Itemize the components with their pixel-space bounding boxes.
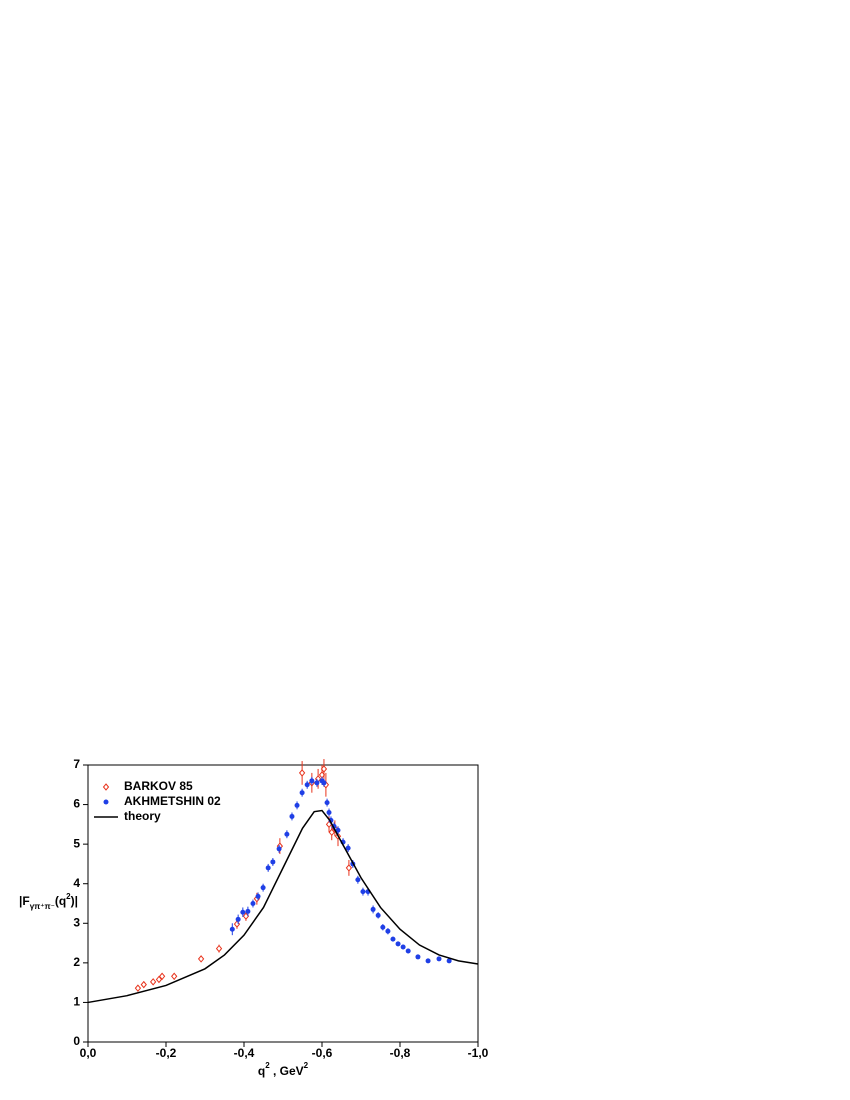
data-point (335, 827, 341, 833)
data-point (390, 936, 396, 942)
data-point (289, 813, 295, 819)
x-tick-label: 0,0 (80, 1046, 97, 1060)
data-point (270, 859, 276, 865)
data-point (345, 864, 353, 872)
y-tick-label: 5 (73, 836, 80, 850)
legend-label: theory (124, 809, 161, 823)
legend-label: AKHMETSHIN 02 (124, 794, 221, 808)
data-point (149, 978, 157, 986)
data-point (415, 954, 421, 960)
data-point (395, 941, 401, 947)
x-tick-label: -1,0 (468, 1046, 489, 1060)
data-point (328, 828, 335, 837)
data-point (265, 865, 271, 871)
data-point (324, 800, 330, 806)
x-tick-label: -0,6 (312, 1046, 333, 1060)
data-point (370, 906, 376, 912)
data-point (314, 780, 320, 786)
data-point (233, 920, 241, 928)
data-point (298, 769, 306, 777)
y-tick-label: 1 (73, 995, 80, 1009)
data-point (355, 877, 361, 883)
data-point (304, 782, 310, 788)
data-point (215, 944, 223, 953)
data-point (375, 912, 381, 918)
y-tick-label: 6 (73, 797, 80, 811)
data-point (385, 928, 391, 934)
data-point (229, 926, 235, 932)
data-point (321, 780, 327, 786)
data-point (250, 901, 256, 906)
legend-swatch (102, 783, 110, 791)
y-axis-label: |Fγπ⁺π⁻(q2)| (19, 892, 78, 911)
y-tick-label: 4 (73, 876, 80, 890)
data-point (294, 802, 300, 808)
legend-swatch (103, 799, 109, 805)
data-point (171, 972, 178, 981)
plot-frame (87, 764, 479, 1043)
data-point (140, 980, 147, 989)
x-tick-label: -0,2 (156, 1046, 177, 1060)
data-point (155, 975, 163, 984)
data-point (276, 846, 282, 852)
data-point (260, 885, 266, 891)
data-point (245, 908, 251, 914)
data-point (255, 893, 261, 899)
data-point (134, 984, 142, 992)
data-point (425, 958, 431, 964)
data-point (240, 909, 246, 915)
data-point (380, 924, 386, 930)
data-point (360, 889, 366, 895)
data-point (436, 956, 442, 962)
data-point (320, 765, 328, 773)
data-point (326, 809, 332, 815)
y-tick-label: 3 (73, 915, 80, 929)
y-tick-label: 2 (73, 955, 80, 969)
theory-line (87, 809, 479, 1004)
x-tick-label: -0,4 (234, 1046, 255, 1060)
legend-label: BARKOV 85 (124, 779, 193, 793)
data-point (446, 958, 452, 964)
data-point (197, 955, 205, 963)
y-tick-label: 0 (73, 1034, 80, 1048)
data-point (345, 845, 351, 851)
data-point (309, 778, 315, 784)
data-point (284, 831, 290, 837)
x-tick-label: -0,8 (390, 1046, 411, 1060)
data-point (405, 948, 411, 954)
data-point (299, 790, 305, 796)
y-tick-label: 7 (73, 757, 80, 771)
data-point (235, 916, 241, 922)
data-point (158, 972, 166, 981)
x-axis-label: q2 , GeV2 (258, 1061, 309, 1078)
data-point (400, 944, 406, 950)
